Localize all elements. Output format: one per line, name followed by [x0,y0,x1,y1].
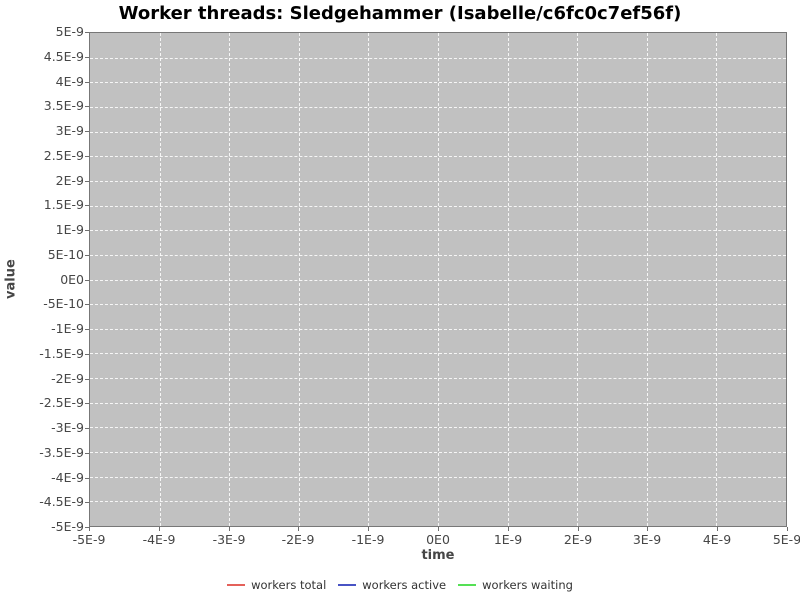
gridline-horizontal [90,402,786,404]
gridline-horizontal [90,378,786,380]
y-tick-label: 3E-9 [55,123,84,138]
gridline-horizontal [90,57,786,59]
y-tick-label: -2.5E-9 [39,395,84,410]
y-tick-label: 4.5E-9 [43,49,84,64]
x-tick-mark [89,527,90,531]
y-tick-mark [85,82,89,83]
gridline-horizontal [90,254,786,256]
y-tick-label: 1E-9 [55,222,84,237]
x-tick-label: -1E-9 [351,532,385,547]
legend-line-swatch [458,584,477,586]
y-tick-label: 0E0 [60,272,84,287]
y-tick-mark [85,131,89,132]
y-tick-label: -4.5E-9 [39,494,84,509]
plot-area [89,32,787,527]
x-tick-mark [229,527,230,531]
gridline-horizontal [90,501,786,503]
y-tick-mark [85,478,89,479]
y-tick-mark [85,181,89,182]
y-tick-mark [85,329,89,330]
gridline-horizontal [90,304,786,306]
y-tick-mark [85,428,89,429]
legend-item: workers waiting [458,578,573,592]
gridline-horizontal [90,328,786,330]
legend-line-swatch [227,584,246,586]
chart-title: Worker threads: Sledgehammer (Isabelle/c… [118,3,682,24]
x-tick-label: 3E-9 [632,532,662,547]
y-tick-mark [85,453,89,454]
y-tick-mark [85,304,89,305]
x-tick-mark [159,527,160,531]
y-tick-mark [85,57,89,58]
x-tick-label: 1E-9 [493,532,523,547]
y-tick-label: -5E-9 [51,519,84,534]
y-tick-mark [85,379,89,380]
y-tick-label: -3.5E-9 [39,445,84,460]
y-tick-label: -5E-10 [43,296,84,311]
y-tick-label: -2E-9 [51,371,84,386]
y-tick-mark [85,527,89,528]
y-tick-mark [85,205,89,206]
x-tick-label: -3E-9 [212,532,246,547]
y-tick-label: -4E-9 [51,470,84,485]
y-tick-mark [85,403,89,404]
y-tick-mark [85,156,89,157]
y-tick-label: 3.5E-9 [43,98,84,113]
x-tick-label: 2E-9 [563,532,593,547]
y-tick-label: -1.5E-9 [39,346,84,361]
y-tick-label: -3E-9 [51,420,84,435]
gridline-horizontal [90,106,786,108]
gridline-horizontal [90,476,786,478]
y-tick-mark [85,32,89,33]
x-tick-label: 4E-9 [702,532,732,547]
y-tick-mark [85,280,89,281]
gridline-horizontal [90,230,786,232]
gridline-horizontal [90,452,786,454]
y-tick-label: 2.5E-9 [43,148,84,163]
gridline-horizontal [90,205,786,207]
x-tick-label: -2E-9 [281,532,315,547]
legend-label: workers total [251,578,327,592]
y-tick-label: 4E-9 [55,74,84,89]
x-tick-mark [368,527,369,531]
x-tick-mark [578,527,579,531]
x-tick-mark [438,527,439,531]
gridline-horizontal [90,279,786,281]
y-tick-mark [85,354,89,355]
y-tick-label: 2E-9 [55,173,84,188]
gridline-horizontal [90,156,786,158]
x-tick-mark [717,527,718,531]
legend: workers total workers active workers waiti… [0,578,800,592]
legend-label: workers active [362,578,447,592]
x-tick-label: 0E0 [426,532,450,547]
gridline-horizontal [90,180,786,182]
y-tick-label: 5E-10 [47,247,84,262]
y-tick-label: 5E-9 [55,24,84,39]
x-tick-mark [787,527,788,531]
x-tick-mark [298,527,299,531]
x-tick-label: 5E-9 [772,532,800,547]
legend-item: workers total [227,578,326,592]
y-tick-mark [85,230,89,231]
y-tick-mark [85,106,89,107]
x-axis-label: time [421,548,455,563]
x-tick-mark [647,527,648,531]
y-tick-label: 1.5E-9 [43,197,84,212]
gridline-horizontal [90,82,786,84]
y-tick-mark [85,255,89,256]
y-axis-label: value [3,259,19,300]
legend-label: workers waiting [482,578,573,592]
x-tick-label: -5E-9 [72,532,106,547]
legend-item: workers active [338,578,446,592]
x-tick-mark [508,527,509,531]
gridline-horizontal [90,427,786,429]
gridline-horizontal [90,131,786,133]
legend-line-swatch [338,584,357,586]
y-tick-label: -1E-9 [51,321,84,336]
gridline-horizontal [90,353,786,355]
y-tick-mark [85,502,89,503]
x-tick-label: -4E-9 [142,532,176,547]
